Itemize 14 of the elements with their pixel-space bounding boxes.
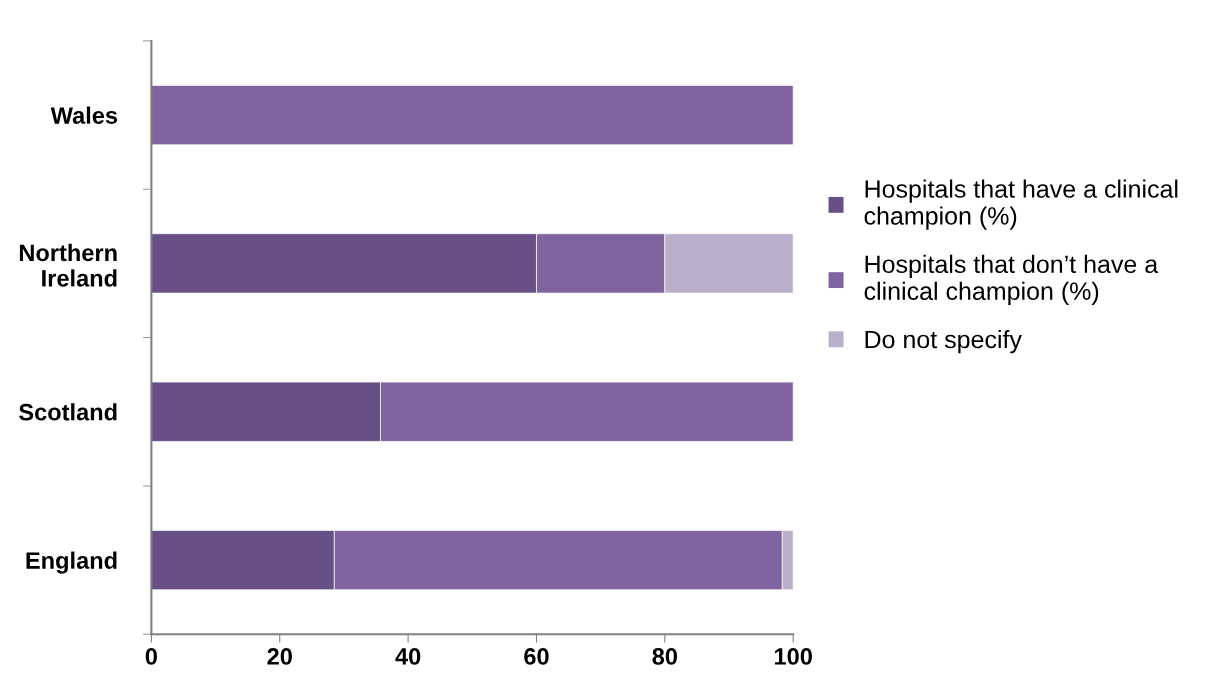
x-tick-label: 80 (652, 648, 677, 665)
y-tick-label: Scotland (19, 403, 117, 421)
bar (151, 85, 794, 146)
x-tick-label: 60 (524, 648, 549, 665)
x-tick-label: 20 (267, 648, 292, 665)
legend-label: Hospitals that have a clinical champion (%) (864, 179, 1178, 230)
y-tick-label: Wales (50, 106, 118, 124)
x-tick-label: 0 (145, 648, 157, 665)
legend-label: Do not specify (865, 329, 1022, 354)
y-tick-label: England (26, 551, 117, 574)
x-tick-label: 40 (395, 648, 421, 665)
x-tick-label: 100 (775, 648, 812, 665)
legend-label: Hospitals that don’t have a clinical champion (%) (864, 254, 1159, 305)
y-tick-label: Northern Ireland (19, 243, 117, 287)
